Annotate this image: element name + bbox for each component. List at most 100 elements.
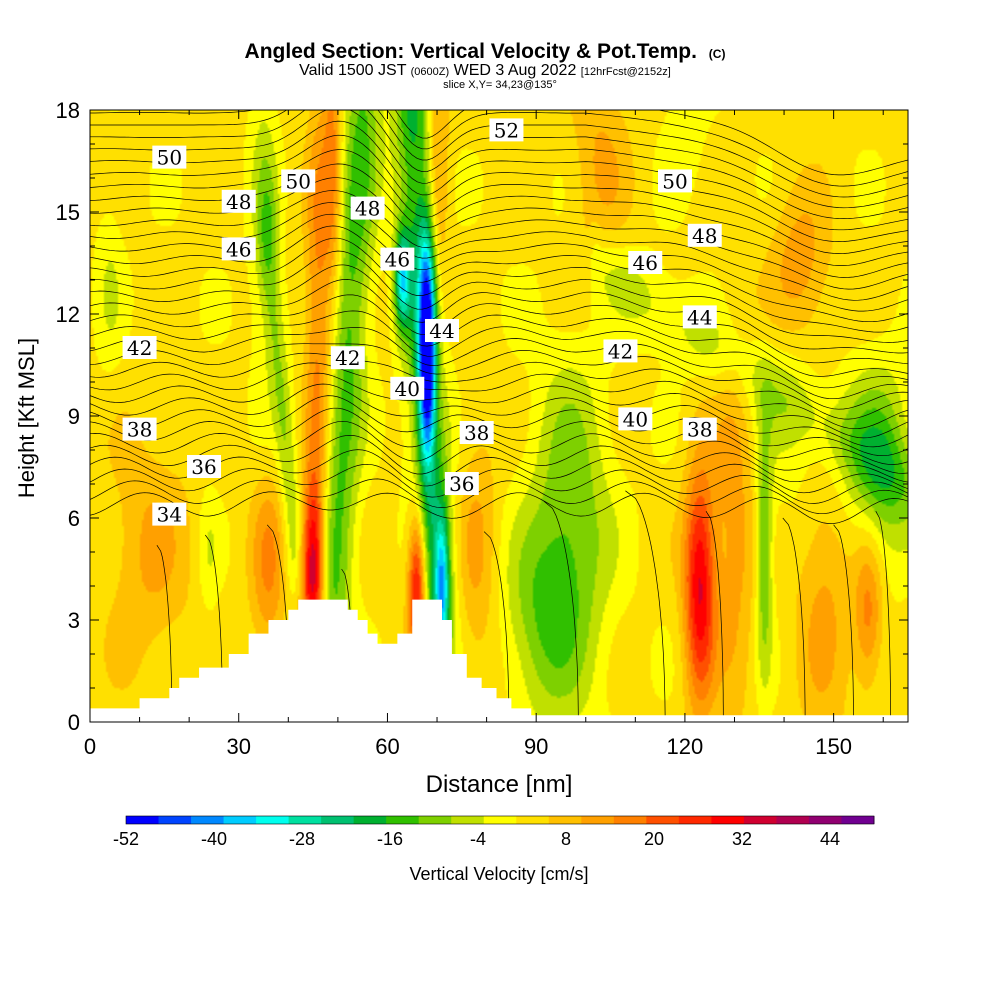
colorbar-tick-label: 20 bbox=[644, 829, 664, 849]
colorbar-swatch bbox=[776, 816, 810, 824]
y-tick-label: 9 bbox=[68, 404, 80, 429]
chart-title: Angled Section: Vertical Velocity & Pot.… bbox=[245, 40, 726, 63]
contour-label-text: 48 bbox=[355, 197, 380, 221]
theta-contour-line bbox=[90, 237, 908, 333]
contour-label-text: 52 bbox=[494, 118, 519, 142]
contour-label: 38 bbox=[122, 417, 157, 442]
theta-contour-line bbox=[833, 524, 854, 722]
theta-contour-line bbox=[90, 352, 908, 420]
contour-label-text: 46 bbox=[385, 248, 410, 272]
theta-contour-line bbox=[90, 110, 908, 219]
colorbar-tick-label: -16 bbox=[377, 829, 403, 849]
contour-label: 42 bbox=[330, 346, 365, 370]
y-tick-label: 15 bbox=[56, 200, 80, 225]
contour-label: 46 bbox=[380, 247, 415, 272]
theta-contour-line bbox=[90, 383, 908, 448]
theta-contour-line bbox=[90, 478, 908, 515]
y-tick-label: 3 bbox=[68, 608, 80, 633]
colorbar-swatch bbox=[126, 816, 160, 824]
contour-label-text: 50 bbox=[285, 169, 310, 193]
contour-label-text: 46 bbox=[633, 251, 658, 275]
x-tick-label: 60 bbox=[375, 734, 399, 759]
colorbar-swatch bbox=[711, 816, 745, 824]
colorbar bbox=[125, 815, 875, 825]
colorbar-tick-label: -28 bbox=[289, 829, 315, 849]
colorbar-swatch bbox=[581, 816, 615, 824]
theta-contour-line bbox=[90, 372, 908, 439]
colorbar-swatch bbox=[808, 816, 842, 824]
x-tick-label: 150 bbox=[815, 734, 852, 759]
theta-contour-line bbox=[90, 420, 908, 474]
theta-contour-line bbox=[90, 279, 908, 365]
colorbar-swatch bbox=[321, 816, 355, 824]
contour-label: 44 bbox=[682, 305, 717, 329]
contour-label: 38 bbox=[459, 421, 494, 445]
colorbar-tick-label: -4 bbox=[470, 829, 486, 849]
x-tick-label: 30 bbox=[226, 734, 250, 759]
theta-contour-line bbox=[543, 500, 579, 722]
x-tick-labels: 0 30 60 90 120 150 bbox=[84, 734, 852, 759]
theta-contour-line bbox=[782, 517, 806, 722]
colorbar-tick-label: 32 bbox=[732, 829, 752, 849]
y-tick-label: 0 bbox=[68, 710, 80, 735]
contour-label-text: 42 bbox=[608, 339, 633, 363]
contour-label: 52 bbox=[489, 118, 524, 142]
contour-label-text: 36 bbox=[191, 455, 216, 479]
theta-contour-line bbox=[90, 463, 908, 504]
contour-label-text: 48 bbox=[692, 224, 717, 248]
plot-area: 50 48 46 42 38 36 34 50 48 46 44 42 40 38 36 52 50 48 46 44… bbox=[90, 110, 908, 722]
contour-label: 38 bbox=[682, 417, 717, 442]
contour-label-text: 36 bbox=[449, 472, 474, 496]
theta-contour-line bbox=[90, 177, 908, 278]
colorbar-label: Vertical Velocity [cm/s] bbox=[409, 864, 588, 884]
contour-label: 36 bbox=[187, 455, 222, 479]
contour-label-text: 48 bbox=[226, 190, 251, 214]
colorbar-swatch bbox=[548, 816, 582, 824]
colorbar-swatch bbox=[678, 816, 712, 824]
theta-contour-line bbox=[90, 362, 908, 430]
contour-label-text: 50 bbox=[662, 169, 687, 193]
contour-label-text: 40 bbox=[623, 407, 648, 431]
contour-label-text: 44 bbox=[687, 305, 712, 329]
x-tick-label: 90 bbox=[524, 734, 548, 759]
contour-label-text: 40 bbox=[395, 377, 420, 401]
contour-label-text: 44 bbox=[429, 319, 454, 343]
contour-label-text: 34 bbox=[157, 503, 182, 527]
contour-label-text: 38 bbox=[687, 418, 712, 442]
theta-contour-line bbox=[483, 531, 510, 722]
theta-contour-line bbox=[90, 407, 908, 465]
contour-label: 42 bbox=[603, 339, 638, 363]
y-tick-labels: 0 3 6 9 12 15 18 bbox=[56, 98, 80, 735]
contour-label-text: 42 bbox=[335, 346, 360, 370]
contour-label: 48 bbox=[350, 196, 385, 221]
theta-contour-line bbox=[90, 449, 908, 494]
axis-ticks bbox=[89, 109, 908, 723]
theta-contour-line bbox=[90, 190, 908, 290]
colorbar-swatch bbox=[451, 816, 485, 824]
theta-contour-line bbox=[90, 120, 908, 231]
contour-label: 50 bbox=[152, 145, 187, 170]
contour-label: 36 bbox=[444, 472, 479, 496]
y-axis-label: Height [Kft MSL] bbox=[14, 338, 39, 498]
colorbar-swatch bbox=[613, 816, 647, 824]
theta-contour-line bbox=[90, 250, 908, 343]
x-axis-label: Distance [nm] bbox=[426, 771, 573, 798]
theta-contour-line bbox=[705, 511, 724, 722]
colorbar-swatch bbox=[256, 816, 290, 824]
theta-contour-line bbox=[90, 491, 908, 524]
contour-label-text: 38 bbox=[464, 421, 489, 445]
colorbar-swatch bbox=[158, 816, 192, 824]
colorbar-tick-label: 8 bbox=[561, 829, 571, 849]
y-tick-label: 12 bbox=[56, 302, 80, 327]
theta-contour-line bbox=[625, 490, 666, 722]
contour-label: 48 bbox=[687, 223, 722, 248]
theta-contour-line bbox=[90, 264, 908, 354]
theta-contour-line bbox=[90, 149, 908, 254]
colorbar-swatch bbox=[516, 816, 550, 824]
theta-contour-line bbox=[90, 395, 908, 457]
contour-label: 40 bbox=[390, 376, 425, 401]
theta-contour-line bbox=[90, 294, 908, 377]
contour-labels: 50 48 46 42 38 36 34 50 48 46 44 42 40 38 36 52 50 48 46 44… bbox=[122, 118, 722, 527]
colorbar-tick-label: -40 bbox=[201, 829, 227, 849]
contour-label: 46 bbox=[221, 237, 256, 261]
